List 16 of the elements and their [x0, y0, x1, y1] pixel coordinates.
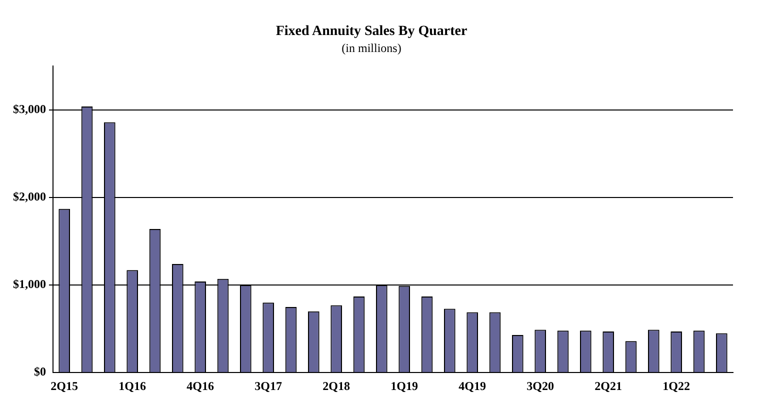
- y-tick-label: $0: [34, 364, 46, 379]
- x-tick-label: 3Q20: [526, 378, 554, 393]
- x-tick-label: 1Q22: [662, 378, 690, 393]
- x-tick-label: 2Q18: [322, 378, 350, 393]
- chart-title: Fixed Annuity Sales By Quarter: [276, 24, 468, 40]
- y-tick-label: $3,000: [13, 102, 46, 116]
- x-tick-label: 4Q19: [458, 378, 486, 393]
- x-tick-label: 4Q16: [186, 378, 214, 393]
- x-tick-label: 3Q17: [254, 378, 282, 393]
- x-tick-label: 2Q15: [50, 378, 78, 393]
- x-tick-label: 1Q19: [390, 378, 418, 393]
- y-tick-label: $2,000: [13, 190, 46, 204]
- y-tick-label: $1,000: [13, 277, 46, 292]
- x-tick-label: 2Q21: [594, 378, 622, 393]
- x-tick-label: 1Q16: [118, 378, 146, 393]
- chart-subtitle: (in millions): [342, 41, 402, 56]
